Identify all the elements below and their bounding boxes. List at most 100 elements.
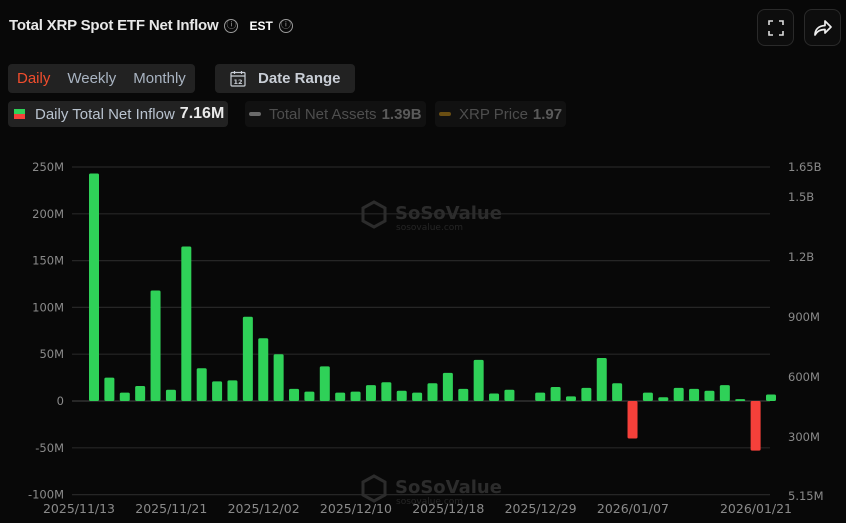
bar[interactable]: [89, 173, 99, 401]
tab-monthly[interactable]: Monthly: [133, 70, 186, 87]
chart-header: Total XRP Spot ETF Net Inflow ⓘ EST ⓘ: [9, 17, 293, 34]
info-icon[interactable]: ⓘ: [224, 18, 239, 33]
line-swatch-icon: [249, 112, 261, 116]
bar[interactable]: [196, 368, 207, 401]
bar[interactable]: [319, 366, 330, 401]
bar[interactable]: [766, 394, 776, 401]
svg-text:sosovalue.com: sosovalue.com: [396, 497, 463, 507]
bar[interactable]: [181, 246, 192, 401]
bar[interactable]: [273, 354, 284, 401]
y-right-tick: 300M: [788, 430, 820, 444]
period-toggle: Daily Weekly Monthly: [8, 64, 195, 93]
watermark: SoSoValuesosovalue.comSoSoValuesosovalue…: [361, 200, 502, 507]
x-tick: 2026/01/07: [597, 501, 669, 516]
y-left-tick: 200M: [32, 207, 64, 221]
bar[interactable]: [550, 386, 561, 401]
bar[interactable]: [289, 388, 300, 401]
bar[interactable]: [365, 385, 376, 401]
bar[interactable]: [535, 392, 546, 401]
y-left-tick: -100M: [28, 488, 64, 502]
legend-label: Daily Total Net Inflow: [35, 105, 175, 123]
bar[interactable]: [212, 381, 223, 401]
expand-icon: [767, 19, 784, 36]
bar[interactable]: [673, 387, 684, 401]
share-button[interactable]: [804, 9, 841, 46]
bar[interactable]: [627, 401, 638, 439]
bar[interactable]: [458, 388, 469, 401]
y-right-tick: 900M: [788, 310, 820, 324]
bar[interactable]: [642, 392, 653, 401]
svg-text:sosovalue.com: sosovalue.com: [396, 223, 463, 233]
y-right-tick: 5.15M: [788, 489, 824, 503]
svg-text:12: 12: [233, 78, 242, 86]
legend-label: Total Net Assets: [269, 105, 377, 123]
legend-xrp-price[interactable]: XRP Price 1.97: [435, 101, 567, 127]
bar[interactable]: [104, 377, 115, 401]
bar[interactable]: [504, 389, 515, 401]
y-left-tick: 50M: [39, 347, 64, 361]
date-range-button[interactable]: 12 Date Range: [215, 64, 355, 93]
legend-value: 7.16M: [179, 105, 225, 122]
bar[interactable]: [350, 391, 361, 401]
bar[interactable]: [165, 389, 176, 401]
line-swatch-icon: [439, 112, 451, 116]
bar[interactable]: [119, 392, 130, 401]
bar[interactable]: [396, 390, 407, 401]
bar[interactable]: [335, 392, 346, 401]
tab-weekly[interactable]: Weekly: [67, 70, 117, 87]
bar[interactable]: [704, 390, 715, 401]
bar[interactable]: [381, 382, 392, 401]
bar[interactable]: [135, 386, 146, 401]
y-right-tick: 600M: [788, 370, 820, 384]
bar[interactable]: [304, 391, 315, 401]
tab-daily[interactable]: Daily: [17, 70, 51, 87]
bar[interactable]: [750, 401, 761, 451]
x-axis: 2025/11/13 2025/11/21 2025/12/02 2025/12/10…: [43, 501, 792, 516]
x-tick: 2025/12/02: [228, 501, 300, 516]
bars: [89, 173, 776, 451]
bar[interactable]: [227, 380, 238, 401]
y-left-tick: 150M: [32, 254, 64, 268]
date-range-label: Date Range: [258, 70, 341, 87]
bar[interactable]: [489, 393, 500, 401]
legend-value: 1.97: [532, 105, 563, 123]
bar[interactable]: [658, 397, 669, 401]
bar[interactable]: [427, 383, 438, 401]
x-tick: 2025/12/29: [505, 501, 577, 516]
x-tick: 2025/12/18: [412, 501, 484, 516]
x-tick: 2025/11/21: [135, 501, 207, 516]
bar[interactable]: [581, 387, 592, 401]
calendar-icon: 12: [230, 71, 246, 87]
y-right-tick: 1.5B: [788, 190, 814, 204]
y-left-tick: 0: [57, 394, 64, 408]
y-left-tick: 100M: [32, 300, 64, 314]
bar[interactable]: [719, 385, 730, 401]
legend-total-net-assets[interactable]: Total Net Assets 1.39B: [245, 101, 426, 127]
chart-title: Total XRP Spot ETF Net Inflow: [9, 17, 219, 34]
y-left-tick: -50M: [35, 441, 64, 455]
bar[interactable]: [689, 388, 700, 401]
svg-text:SoSoValue: SoSoValue: [395, 203, 502, 224]
x-tick: 2025/11/13: [43, 501, 115, 516]
fullscreen-button[interactable]: [757, 9, 794, 46]
bar[interactable]: [565, 396, 576, 401]
bar[interactable]: [596, 357, 607, 401]
bar[interactable]: [258, 338, 269, 401]
green-red-swatch-icon: [14, 109, 25, 119]
timezone-label: EST: [249, 18, 273, 33]
timezone-info-icon[interactable]: ⓘ: [278, 18, 293, 33]
bar[interactable]: [242, 316, 253, 401]
legend-value: 1.39B: [381, 105, 422, 123]
legend-label: XRP Price: [459, 105, 528, 123]
svg-text:SoSoValue: SoSoValue: [395, 477, 502, 498]
bar[interactable]: [412, 392, 423, 401]
bar[interactable]: [473, 359, 484, 401]
legend-daily-net-inflow[interactable]: Daily Total Net Inflow 7.16M: [8, 101, 229, 127]
bar[interactable]: [150, 290, 161, 401]
bar[interactable]: [735, 399, 746, 401]
bar[interactable]: [442, 372, 453, 401]
y-left-tick: 250M: [32, 160, 64, 174]
bar[interactable]: [612, 383, 623, 401]
x-tick: 2025/12/10: [320, 501, 392, 516]
